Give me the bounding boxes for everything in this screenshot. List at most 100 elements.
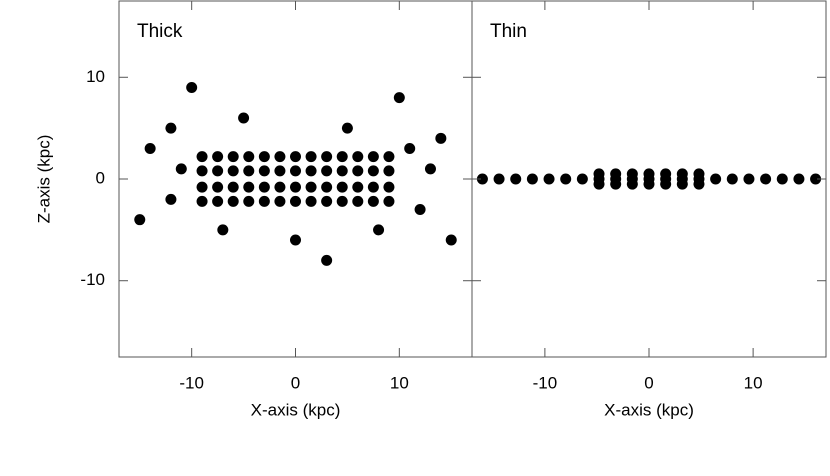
point bbox=[227, 165, 239, 177]
point bbox=[643, 178, 655, 190]
point bbox=[743, 173, 755, 185]
point bbox=[660, 168, 672, 180]
point bbox=[305, 165, 317, 177]
point bbox=[610, 178, 622, 190]
point bbox=[373, 224, 385, 236]
point bbox=[212, 165, 224, 177]
point bbox=[760, 173, 772, 185]
point bbox=[352, 165, 364, 177]
point bbox=[336, 181, 348, 193]
point bbox=[258, 165, 270, 177]
point bbox=[435, 132, 447, 144]
point bbox=[290, 181, 301, 193]
point bbox=[383, 165, 395, 177]
point bbox=[810, 173, 822, 185]
x-tick-label: -10 bbox=[533, 373, 558, 392]
point bbox=[243, 195, 255, 207]
point bbox=[165, 193, 177, 205]
point bbox=[305, 151, 317, 163]
point bbox=[290, 195, 301, 207]
point bbox=[238, 112, 250, 124]
point bbox=[290, 234, 301, 246]
point bbox=[305, 195, 317, 207]
point bbox=[576, 173, 588, 185]
point bbox=[676, 178, 688, 190]
point bbox=[196, 195, 208, 207]
point bbox=[367, 165, 379, 177]
point bbox=[290, 151, 301, 163]
point bbox=[476, 173, 488, 185]
y-axis-label: Z-axis (kpc) bbox=[34, 135, 53, 224]
point bbox=[593, 178, 605, 190]
point bbox=[367, 181, 379, 193]
point bbox=[243, 165, 255, 177]
point bbox=[212, 195, 224, 207]
point bbox=[274, 165, 286, 177]
point bbox=[383, 195, 395, 207]
point bbox=[274, 151, 286, 163]
panel-title: Thick bbox=[137, 21, 183, 42]
x-tick-label: 10 bbox=[390, 373, 409, 392]
point bbox=[383, 181, 395, 193]
point bbox=[710, 173, 722, 185]
point bbox=[305, 181, 317, 193]
point bbox=[165, 122, 177, 134]
point bbox=[212, 151, 224, 163]
point bbox=[336, 165, 348, 177]
panel-title: Thin bbox=[490, 21, 527, 42]
y-tick-label: 0 bbox=[96, 168, 105, 187]
point bbox=[367, 195, 379, 207]
point bbox=[196, 181, 208, 193]
point bbox=[321, 181, 333, 193]
point bbox=[352, 181, 364, 193]
point bbox=[776, 173, 788, 185]
point bbox=[593, 168, 605, 180]
point bbox=[175, 163, 187, 175]
y-tick-label: 10 bbox=[86, 67, 105, 86]
point bbox=[144, 142, 156, 154]
point bbox=[414, 204, 426, 216]
point bbox=[726, 173, 738, 185]
point bbox=[258, 181, 270, 193]
point bbox=[227, 195, 239, 207]
point bbox=[352, 195, 364, 207]
point bbox=[610, 168, 622, 180]
point bbox=[643, 168, 655, 180]
point bbox=[445, 234, 457, 246]
point bbox=[134, 214, 146, 226]
point bbox=[393, 92, 405, 104]
point bbox=[510, 173, 522, 185]
x-tick-label: 10 bbox=[744, 373, 763, 392]
point bbox=[660, 178, 672, 190]
point bbox=[243, 151, 255, 163]
x-tick-label: 0 bbox=[644, 373, 653, 392]
point bbox=[341, 122, 353, 134]
point bbox=[290, 165, 301, 177]
point bbox=[227, 151, 239, 163]
point bbox=[693, 178, 705, 190]
point bbox=[560, 173, 572, 185]
point bbox=[186, 81, 198, 93]
point bbox=[274, 181, 286, 193]
point bbox=[676, 168, 688, 180]
point bbox=[526, 173, 538, 185]
point bbox=[274, 195, 286, 207]
point bbox=[243, 181, 255, 193]
point bbox=[321, 254, 333, 266]
point bbox=[336, 151, 348, 163]
point bbox=[227, 181, 239, 193]
point bbox=[196, 165, 208, 177]
point bbox=[793, 173, 805, 185]
point bbox=[404, 142, 416, 154]
x-tick-label: 0 bbox=[291, 373, 300, 392]
point bbox=[321, 165, 333, 177]
point bbox=[543, 173, 555, 185]
point bbox=[626, 178, 638, 190]
point bbox=[212, 181, 224, 193]
y-tick-label: -10 bbox=[80, 270, 105, 289]
point bbox=[352, 151, 364, 163]
point bbox=[367, 151, 379, 163]
point bbox=[493, 173, 505, 185]
x-tick-label: -10 bbox=[179, 373, 204, 392]
